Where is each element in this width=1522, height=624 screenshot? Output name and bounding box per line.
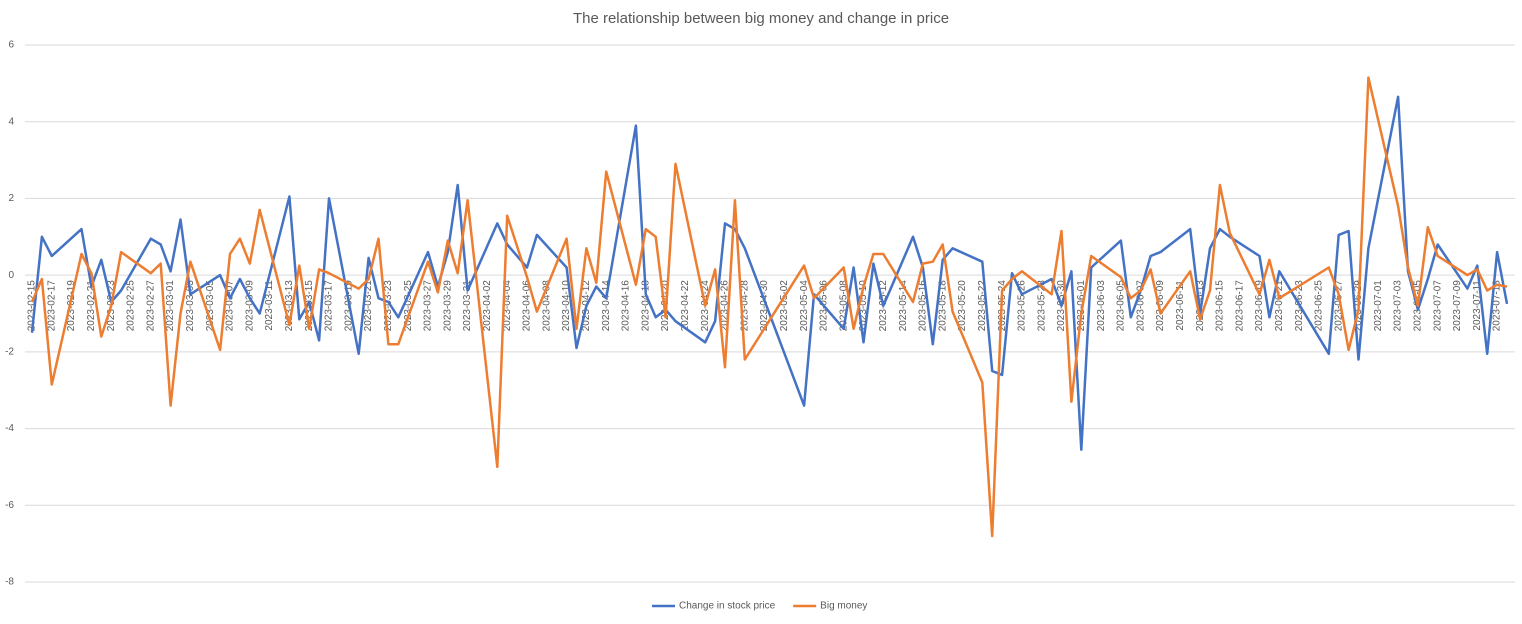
series-line [30, 95, 1509, 451]
x-tick-label: 2023-05-08 [838, 280, 849, 332]
x-tick-label: 2023-06-11 [1175, 280, 1186, 331]
x-tick-label: 2023-07-03 [1393, 280, 1404, 332]
x-tick-label: 2023-04-02 [482, 280, 493, 332]
series-line [30, 76, 1508, 538]
x-tick-label: 2023-04-10 [561, 280, 572, 332]
x-tick-label: 2023-05-16 [918, 280, 929, 332]
x-tick-label: 2023-07-13 [1492, 280, 1503, 332]
x-tick-label: 2023-03-07 [225, 280, 236, 332]
x-tick-label: 2023-07-01 [1373, 280, 1384, 332]
x-tick-label: 2023-03-31 [462, 280, 473, 332]
x-tick-label: 2023-04-16 [621, 280, 632, 332]
x-tick-label: 2023-06-27 [1333, 280, 1344, 332]
y-tick-label: -8 [5, 577, 14, 588]
x-tick-label: 2023-03-27 [423, 280, 434, 332]
x-tick-label: 2023-02-27 [145, 280, 156, 332]
x-tick-label: 2023-05-22 [977, 280, 988, 332]
x-tick-label: 2023-05-26 [1017, 280, 1028, 332]
y-tick-label: 6 [8, 40, 14, 51]
y-tick-label: -4 [5, 423, 14, 434]
x-tick-label: 2023-06-07 [1135, 280, 1146, 332]
x-tick-label: 2023-03-11 [264, 280, 275, 331]
x-tick-label: 2023-05-04 [799, 280, 810, 332]
x-tick-label: 2023-02-19 [66, 280, 77, 332]
x-tick-label: 2023-05-20 [957, 280, 968, 332]
x-tick-label: 2023-06-17 [1234, 280, 1245, 332]
x-tick-label: 2023-06-25 [1314, 280, 1325, 332]
x-tick-label: 2023-06-09 [1155, 280, 1166, 332]
x-tick-label: 2023-07-09 [1452, 280, 1463, 332]
x-tick-label: 2023-02-25 [126, 280, 137, 332]
x-tick-label: 2023-02-21 [86, 280, 97, 332]
legend-label: Big money [820, 601, 867, 612]
x-tick-label: 2023-04-04 [502, 280, 513, 332]
x-tick-label: 2023-05-28 [1036, 280, 1047, 332]
x-tick-label: 2023-04-06 [522, 280, 533, 332]
x-tick-label: 2023-05-02 [779, 280, 790, 332]
x-tick-label: 2023-05-14 [898, 280, 909, 332]
x-tick-label: 2023-03-17 [324, 280, 335, 332]
x-tick-label: 2023-04-30 [759, 280, 770, 332]
y-tick-label: 4 [8, 116, 14, 127]
x-tick-label: 2023-03-03 [185, 280, 196, 332]
x-tick-label: 2023-05-18 [937, 280, 948, 332]
x-tick-label: 2023-05-10 [858, 280, 869, 332]
x-tick-label: 2023-03-01 [165, 280, 176, 332]
y-tick-label: 2 [8, 193, 14, 204]
legend-label: Change in stock price [679, 601, 776, 612]
x-tick-label: 2023-04-14 [601, 280, 612, 332]
x-tick-label: 2023-04-18 [640, 280, 651, 332]
x-tick-label: 2023-03-23 [383, 280, 394, 332]
x-tick-label: 2023-03-05 [205, 280, 216, 332]
x-tick-label: 2023-02-15 [27, 280, 38, 332]
x-tick-label: 2023-04-22 [680, 280, 691, 332]
y-tick-label: -6 [5, 500, 14, 511]
x-tick-label: 2023-06-21 [1274, 280, 1285, 332]
y-tick-label: -2 [5, 346, 14, 357]
x-tick-label: 2023-06-05 [1116, 280, 1127, 332]
x-tick-label: 2023-07-11 [1472, 280, 1483, 331]
y-tick-label: 0 [8, 270, 14, 281]
x-tick-label: 2023-07-07 [1432, 280, 1443, 332]
x-tick-label: 2023-04-08 [541, 280, 552, 332]
x-tick-label: 2023-02-17 [46, 280, 57, 332]
x-tick-label: 2023-03-25 [403, 280, 414, 332]
chart-title: The relationship between big money and c… [573, 10, 949, 27]
x-tick-label: 2023-03-21 [363, 280, 374, 332]
x-tick-label: 2023-03-13 [284, 280, 295, 332]
x-tick-label: 2023-04-26 [720, 280, 731, 332]
x-tick-label: 2023-06-19 [1254, 280, 1265, 332]
x-tick-label: 2023-04-28 [739, 280, 750, 332]
x-tick-label: 2023-06-03 [1096, 280, 1107, 332]
x-tick-label: 2023-03-29 [442, 280, 453, 332]
x-tick-label: 2023-03-09 [244, 280, 255, 332]
x-tick-label: 2023-06-15 [1215, 280, 1226, 332]
